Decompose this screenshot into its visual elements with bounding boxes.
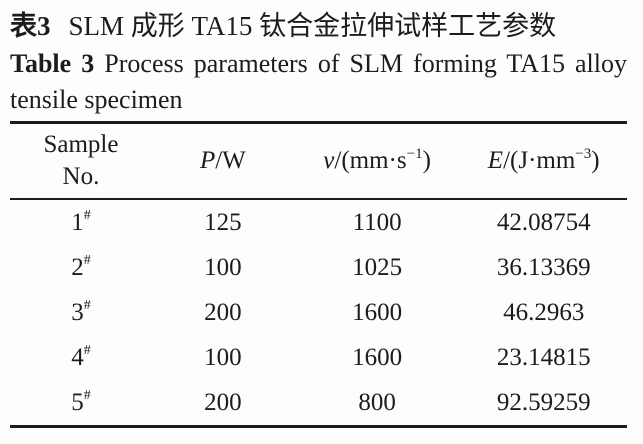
- cell-speed: 800: [358, 388, 396, 416]
- table-row: 3# 200 1600 46.2963: [10, 290, 627, 335]
- hash-superscript: #: [83, 252, 91, 268]
- cell-speed: 1100: [352, 208, 402, 236]
- cell-speed: 1600: [352, 343, 403, 371]
- hash-superscript: #: [83, 297, 91, 313]
- table-caption-zh: 表3 SLM 成形 TA15 钛合金拉伸试样工艺参数: [10, 8, 627, 45]
- cell-sample: 5#: [71, 387, 91, 416]
- header-sample-no: Sample No.: [10, 122, 152, 200]
- header-sample-line1: Sample: [43, 131, 119, 158]
- header-row: Sample No. P/W v/(mm·s−1) E/(J·mm−3): [10, 122, 627, 200]
- hash-superscript: #: [83, 342, 91, 358]
- cell-sample: 4#: [71, 342, 91, 371]
- cell-power: 100: [204, 253, 242, 281]
- header-laser-power: P/W: [151, 122, 294, 200]
- table-caption-en: Table 3 Process parameters of SLM formin…: [10, 45, 627, 82]
- cell-power: 125: [204, 208, 242, 236]
- caption-en-label: Table 3: [10, 49, 95, 78]
- cell-energy: 92.59259: [496, 388, 591, 416]
- caption-zh-text: SLM 成形 TA15 钛合金拉伸试样工艺参数: [68, 11, 557, 41]
- table-row: 5# 200 800 92.59259: [10, 380, 627, 427]
- cell-energy: 42.08754: [496, 208, 591, 236]
- cell-power: 100: [204, 343, 242, 371]
- table-caption-en-cont: tensile specimen: [10, 85, 183, 114]
- header-energy-density: E/(J·mm−3): [460, 122, 627, 200]
- hash-superscript: #: [83, 207, 91, 223]
- hash-superscript: #: [83, 387, 91, 403]
- cell-power: 200: [204, 388, 242, 416]
- table-row: 4# 100 1600 23.14815: [10, 335, 627, 380]
- cell-speed: 1600: [352, 298, 403, 326]
- header-scan-speed: v/(mm·s−1): [293, 122, 461, 200]
- table-row: 2# 100 1025 36.13369: [10, 245, 627, 290]
- paper-table-figure: 表3 SLM 成形 TA15 钛合金拉伸试样工艺参数 Table 3 Proces…: [10, 8, 627, 428]
- cell-energy: 46.2963: [503, 298, 585, 326]
- cell-sample: 2#: [71, 252, 91, 281]
- caption-en-text: Process parameters of SLM forming TA15 a…: [104, 49, 628, 78]
- cell-energy: 36.13369: [496, 253, 591, 281]
- cell-power: 200: [204, 298, 242, 326]
- cell-sample: 1#: [71, 207, 91, 236]
- process-parameters-table: Sample No. P/W v/(mm·s−1) E/(J·mm−3) 1# …: [10, 121, 627, 428]
- caption-zh-label: 表3: [10, 11, 51, 41]
- table-row: 1# 125 1100 42.08754: [10, 199, 627, 245]
- cell-energy: 23.14815: [496, 343, 591, 371]
- header-sample-line2: No.: [62, 163, 100, 190]
- cell-speed: 1025: [352, 253, 403, 281]
- cell-sample: 3#: [71, 297, 91, 326]
